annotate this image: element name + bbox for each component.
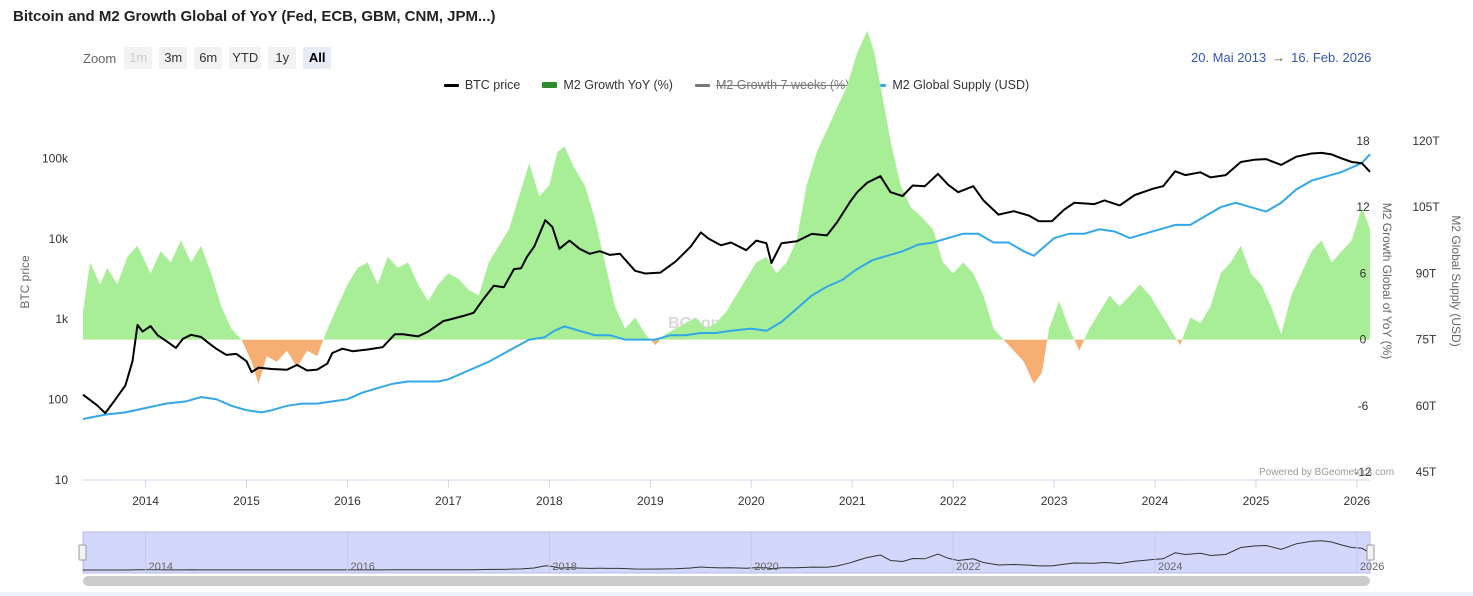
- navigator-scrollbar: [83, 576, 1370, 586]
- m2-supply-axis-tick-label: 90T: [1416, 266, 1437, 280]
- btc-axis-tick-label: 100k: [42, 151, 69, 165]
- navigator-tick-label: 2018: [552, 561, 576, 573]
- m2-growth-axis-tick-label: 18: [1356, 134, 1370, 148]
- chart-legend: BTC price M2 Growth YoY (%) M2 Growth 7 …: [0, 78, 1473, 92]
- x-axis-tick-label: 2015: [233, 494, 260, 508]
- navigator-tick-label: 2016: [350, 561, 374, 573]
- navigator-tick-label: 2026: [1360, 561, 1384, 573]
- legend-item-m2-global-supply[interactable]: M2 Global Supply (USD): [871, 78, 1029, 92]
- m2-growth-axis-tick-label: 0: [1360, 333, 1367, 347]
- x-axis-tick-label: 2017: [435, 494, 462, 508]
- range-to-date[interactable]: 16. Feb. 2026: [1291, 50, 1372, 65]
- m2-supply-axis-title: M2 Global Supply (USD): [1449, 215, 1463, 346]
- legend-line-symbol: [694, 83, 710, 87]
- zoom-button-6m[interactable]: 6m: [194, 47, 223, 69]
- btc-axis-tick-label: 10k: [49, 232, 69, 246]
- navigator-mask: [82, 531, 1371, 574]
- btc-axis-tick-label: 10: [55, 473, 69, 487]
- bottom-divider: [0, 592, 1473, 596]
- legend-item-m2-growth-7-weeks[interactable]: M2 Growth 7 weeks (%): [694, 78, 850, 92]
- m2-growth-axis-tick-label: -6: [1358, 399, 1369, 413]
- navigator-tick-label: 2020: [754, 561, 778, 573]
- x-axis-tick-label: 2021: [839, 494, 866, 508]
- btc-axis-title: BTC price: [18, 255, 32, 309]
- m2-supply-line: [82, 153, 1371, 420]
- range-arrow-icon: →: [1272, 50, 1286, 65]
- zoom-button-all[interactable]: All: [303, 47, 332, 69]
- x-axis-tick-label: 2016: [334, 494, 361, 508]
- navigator-series-line: [83, 540, 1371, 571]
- x-axis-tick-label: 2023: [1041, 494, 1068, 508]
- zoom-button-ytd[interactable]: YTD: [229, 47, 262, 69]
- legend-area-symbol: [542, 82, 558, 88]
- m2-supply-axis-tick-label: 60T: [1416, 399, 1437, 413]
- btc-price-line: [82, 151, 1371, 415]
- x-axis-tick-label: 2026: [1344, 494, 1371, 508]
- x-axis-tick-label: 2018: [536, 494, 563, 508]
- m2-supply-axis-tick-label: 75T: [1416, 333, 1437, 347]
- legend-line-symbol: [871, 83, 887, 87]
- m2-growth-axis-tick-label: 6: [1360, 266, 1367, 280]
- m2-growth-axis-title: M2 Growth Global of YoY (%): [1380, 203, 1394, 360]
- x-axis-tick-label: 2019: [637, 494, 664, 508]
- legend-label: M2 Growth 7 weeks (%): [715, 78, 850, 92]
- m2-supply-axis-tick-label: 105T: [1412, 200, 1440, 214]
- zoom-selector: Zoom 1m 3m 6m YTD 1y All: [83, 47, 332, 69]
- btc-axis-tick-label: 100: [48, 393, 68, 407]
- zoom-label: Zoom: [83, 50, 117, 66]
- x-axis-tick-label: 2025: [1243, 494, 1270, 508]
- zoom-button-1m[interactable]: 1m: [124, 47, 153, 69]
- navigator-tick-label: 2022: [956, 561, 980, 573]
- btc-axis-tick-label: 1k: [55, 312, 69, 326]
- zoom-button-1y[interactable]: 1y: [268, 47, 297, 69]
- legend-label: M2 Growth YoY (%): [563, 78, 673, 92]
- date-range: 20. Mai 2013 → 16. Feb. 2026: [1191, 50, 1371, 65]
- x-axis-tick-label: 2014: [132, 494, 159, 508]
- legend-label: M2 Global Supply (USD): [892, 78, 1030, 92]
- legend-line-symbol: [443, 83, 459, 87]
- credit-text[interactable]: Powered by BGeometrics.com: [1259, 467, 1395, 478]
- m2-supply-axis-tick-label: 120T: [1412, 134, 1440, 148]
- watermark-text: BGeometrics: [668, 315, 768, 332]
- legend-item-btc-price[interactable]: BTC price: [443, 78, 521, 92]
- m2-supply-axis-tick-label: 45T: [1416, 465, 1437, 479]
- chart-title: Bitcoin and M2 Growth Global of YoY (Fed…: [13, 8, 496, 25]
- range-from-date[interactable]: 20. Mai 2013: [1191, 50, 1267, 65]
- zoom-button-3m[interactable]: 3m: [159, 47, 188, 69]
- m2-growth-axis-tick-label: 12: [1356, 200, 1370, 214]
- navigator-left-handle: [78, 544, 87, 561]
- x-axis-tick-label: 2024: [1142, 494, 1169, 508]
- navigator-tick-label: 2014: [149, 561, 173, 573]
- navigator-right-handle: [1366, 544, 1375, 561]
- x-axis-tick-label: 2020: [738, 494, 765, 508]
- legend-label: BTC price: [464, 78, 521, 92]
- x-axis-tick-label: 2022: [940, 494, 967, 508]
- legend-item-m2-growth-yoy[interactable]: M2 Growth YoY (%): [542, 78, 673, 92]
- navigator-tick-label: 2024: [1158, 561, 1182, 573]
